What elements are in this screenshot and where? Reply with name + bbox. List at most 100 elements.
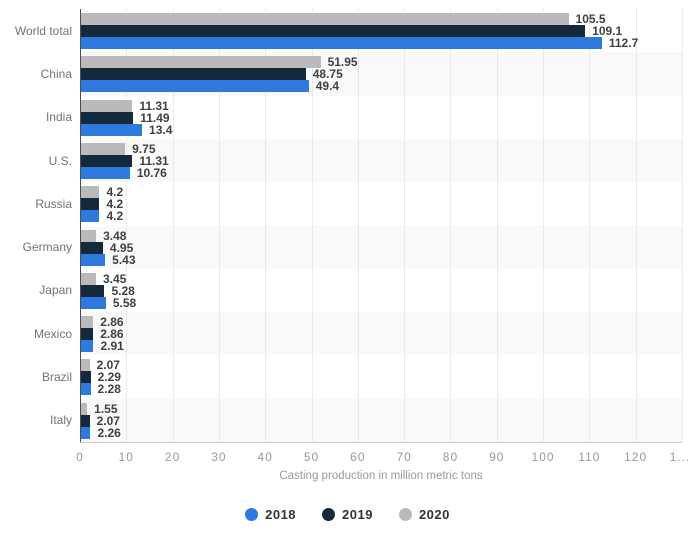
bar-china-2019[interactable] [80,68,306,81]
bar-japan-2019[interactable] [80,284,105,297]
bar-italy-2020[interactable] [80,402,88,415]
bar-germany-2020[interactable] [80,229,97,242]
x-tick-label: 50 [303,450,320,464]
row-stripe [80,138,682,183]
bar-india-2020[interactable] [80,99,133,112]
bar-india-2018[interactable] [80,123,143,136]
x-tick-label: 0 [76,450,84,464]
category-label: World total [14,23,72,38]
x-tick-label: 40 [257,450,273,464]
bar-value-label: 4.2 [106,209,124,224]
bar-value-label: 49.4 [315,79,340,94]
bar-value-label: 112.7 [608,36,639,50]
y-axis-line [80,9,81,442]
bar-value-label: 2.26 [97,425,121,440]
category-label: Germany [22,240,72,255]
bar-china-2020[interactable] [80,56,321,69]
grid-line [635,9,637,442]
bar-value-label: 2.28 [97,382,121,397]
x-tick-label: 100 [531,450,555,464]
bar-value-label: 105.5 [575,12,606,26]
legend-dot-icon [322,508,336,521]
bar-brazil-2018[interactable] [80,383,91,396]
bar-world-total-2018[interactable] [80,37,602,49]
bar-italy-2018[interactable] [80,426,91,439]
category-label: Russia [35,196,72,211]
bar-value-label: 4.2 [106,197,124,212]
bar-japan-2018[interactable] [80,296,106,309]
grid-line [543,9,545,442]
bar-value-label: 2.07 [96,358,120,373]
bar-value-label: 3.48 [103,228,127,243]
bar-value-label: 9.75 [132,141,156,156]
bar-china-2018[interactable] [80,80,309,93]
grid-line [589,9,591,442]
category-label: Japan [39,283,72,298]
bar-japan-2020[interactable] [80,272,96,285]
bar-u-s--2019[interactable] [80,154,133,167]
bar-value-label: 2.91 [100,339,124,354]
x-tick-label: 60 [350,450,366,464]
bar-world-total-2019[interactable] [80,25,586,37]
x-tick-label: 80 [442,450,459,464]
x-tick-label: 120 [624,450,648,464]
legend-label: 2018 [265,507,297,522]
category-label: Mexico [33,326,72,341]
category-label: Italy [49,413,72,428]
bar-value-label: 10.76 [136,165,167,180]
legend-dot-icon [245,508,259,521]
x-tick-label: 20 [164,450,181,464]
bar-value-label: 2.86 [100,327,124,342]
x-tick-label: 10 [118,450,134,464]
legend-item-2019[interactable]: 2019 [322,507,373,522]
bar-italy-2019[interactable] [80,414,90,427]
grid-line [311,9,313,442]
category-label: India [45,110,72,125]
x-axis-line [80,442,682,443]
grid-line [496,9,498,442]
bar-u-s--2020[interactable] [80,142,126,155]
legend-item-2020[interactable]: 2020 [398,507,450,522]
legend-item-2018[interactable]: 2018 [245,507,296,522]
bar-value-label: 3.45 [102,271,127,286]
bar-value-label: 109.1 [592,24,623,38]
x-tick-label: 30 [211,450,227,464]
bar-world-total-2020[interactable] [80,13,569,25]
category-label: U.S. [48,153,72,168]
x-tick-label: 70 [396,450,412,464]
grid-line [265,9,267,442]
bar-germany-2019[interactable] [80,241,103,254]
bar-value-label: 2.86 [100,315,124,330]
legend-label: 2020 [418,507,450,522]
x-axis-title: Casting production in million metric ton… [279,470,483,482]
bar-value-label: 5.28 [111,283,135,298]
grid-line [218,9,220,442]
x-tick-label: 110 [578,450,601,464]
bar-germany-2018[interactable] [80,253,106,266]
bar-value-label: 2.07 [96,413,120,428]
bar-mexico-2019[interactable] [80,328,94,341]
bar-value-label: 1.55 [94,401,118,416]
row-stripe [80,312,682,356]
category-label: Brazil [41,370,72,385]
x-tick-label: 90 [489,450,505,464]
grid-line [404,9,406,442]
bar-russia-2020[interactable] [80,186,100,199]
legend-label: 2019 [342,507,373,522]
bar-russia-2019[interactable] [80,198,100,211]
bar-value-label: 11.31 [139,98,169,113]
grid-line [682,9,683,442]
bar-u-s--2018[interactable] [80,166,130,179]
bar-value-label: 5.43 [112,252,136,267]
grid-line [357,9,359,442]
bar-mexico-2018[interactable] [80,340,94,353]
bar-value-label: 4.95 [109,240,134,255]
bar-value-label: 2.29 [97,370,121,385]
bar-mexico-2020[interactable] [80,316,94,329]
bar-brazil-2019[interactable] [80,371,91,384]
bar-brazil-2020[interactable] [80,359,90,372]
bar-value-label: 51.95 [327,55,358,70]
bar-russia-2018[interactable] [80,210,100,223]
bar-india-2019[interactable] [80,111,134,124]
